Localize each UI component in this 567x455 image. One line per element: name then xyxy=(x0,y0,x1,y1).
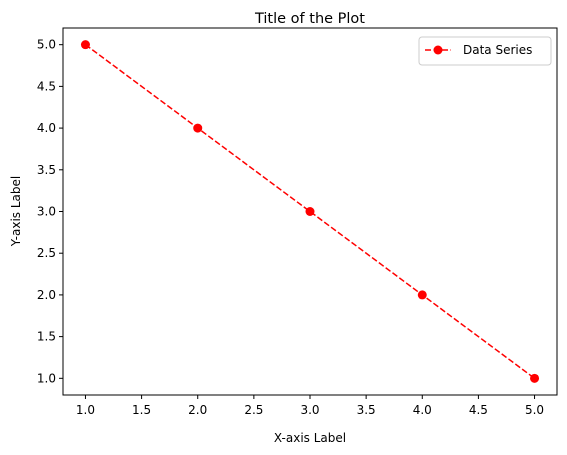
series-layer xyxy=(80,40,540,383)
x-tick-label: 1.5 xyxy=(132,403,151,417)
x-tick-label: 4.0 xyxy=(413,403,432,417)
data-point xyxy=(80,40,90,50)
legend-marker-sample xyxy=(433,45,443,55)
y-tick-label: 1.0 xyxy=(37,371,56,385)
x-axis-ticks: 1.0 1.5 2.0 2.5 3.0 3.5 4.0 4.5 5.0 xyxy=(76,395,544,417)
y-tick-label: 4.0 xyxy=(37,121,56,135)
data-point xyxy=(305,207,315,216)
y-tick-label: 4.5 xyxy=(37,79,56,93)
x-tick-label: 2.5 xyxy=(244,403,263,417)
y-tick-label: 1.5 xyxy=(37,330,56,344)
x-tick-label: 1.0 xyxy=(76,403,95,417)
legend-entry-data-series: Data Series xyxy=(463,43,532,57)
x-tick-label: 3.0 xyxy=(300,403,319,417)
y-tick-label: 2.0 xyxy=(37,288,56,302)
x-axis-label: X-axis Label xyxy=(274,431,346,445)
data-point xyxy=(193,123,203,133)
chart-title: Title of the Plot xyxy=(254,11,365,27)
x-tick-label: 4.5 xyxy=(469,403,488,417)
y-tick-label: 3.0 xyxy=(37,205,56,219)
x-tick-label: 5.0 xyxy=(525,403,544,417)
y-axis-ticks: 1.0 1.5 2.0 2.5 3.0 3.5 4.0 4.5 5.0 xyxy=(37,38,63,385)
y-tick-label: 2.5 xyxy=(37,246,56,260)
y-tick-label: 5.0 xyxy=(37,38,56,52)
x-tick-label: 3.5 xyxy=(357,403,376,417)
y-axis-label: Y-axis Label xyxy=(9,176,23,247)
y-tick-label: 3.5 xyxy=(37,163,56,177)
data-point xyxy=(417,290,427,300)
legend: Data Series xyxy=(418,36,552,66)
x-tick-label: 2.0 xyxy=(188,403,207,417)
data-point xyxy=(530,373,540,383)
legend-box xyxy=(418,36,552,66)
